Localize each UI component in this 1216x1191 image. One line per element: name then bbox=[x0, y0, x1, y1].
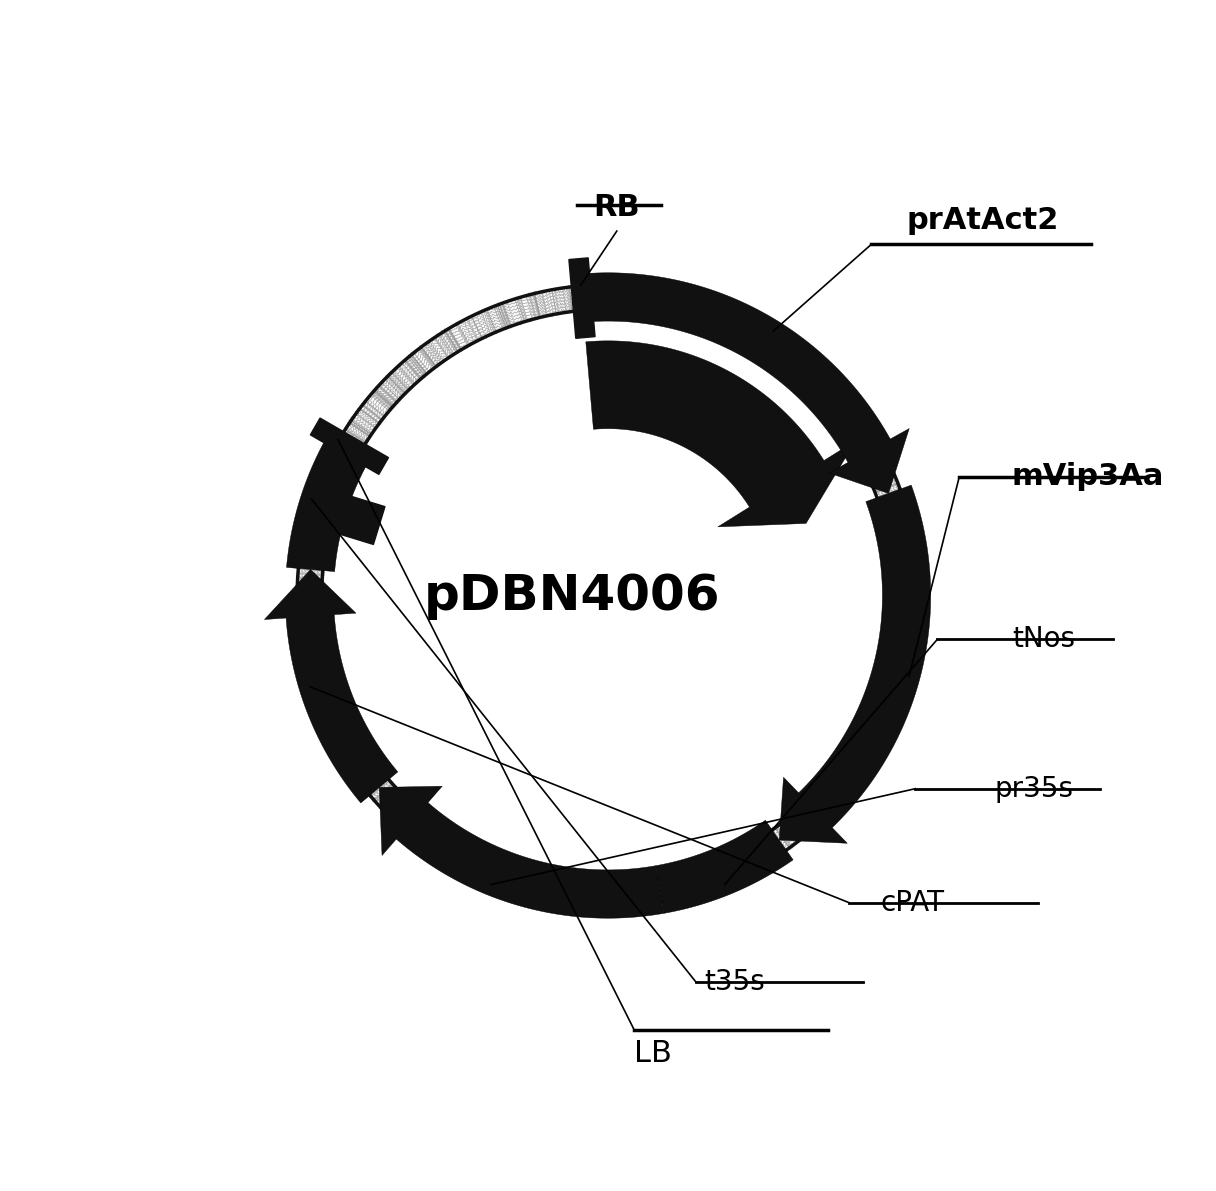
Polygon shape bbox=[319, 490, 385, 544]
Text: RB: RB bbox=[593, 193, 640, 223]
Polygon shape bbox=[379, 786, 664, 918]
Text: prAtAct2: prAtAct2 bbox=[907, 206, 1059, 236]
Text: pDBN4006: pDBN4006 bbox=[423, 572, 720, 619]
Text: pr35s: pr35s bbox=[995, 774, 1074, 803]
Polygon shape bbox=[569, 258, 595, 338]
Polygon shape bbox=[310, 418, 388, 474]
Text: tNos: tNos bbox=[1012, 625, 1075, 654]
Polygon shape bbox=[287, 435, 371, 572]
Polygon shape bbox=[264, 569, 398, 803]
Text: cPAT: cPAT bbox=[880, 888, 944, 917]
Text: t35s: t35s bbox=[704, 968, 765, 996]
Text: mVip3Aa: mVip3Aa bbox=[1012, 462, 1164, 492]
Polygon shape bbox=[655, 821, 793, 913]
Polygon shape bbox=[586, 341, 856, 526]
Text: LB: LB bbox=[635, 1039, 672, 1068]
Polygon shape bbox=[580, 273, 910, 493]
Polygon shape bbox=[779, 485, 930, 843]
